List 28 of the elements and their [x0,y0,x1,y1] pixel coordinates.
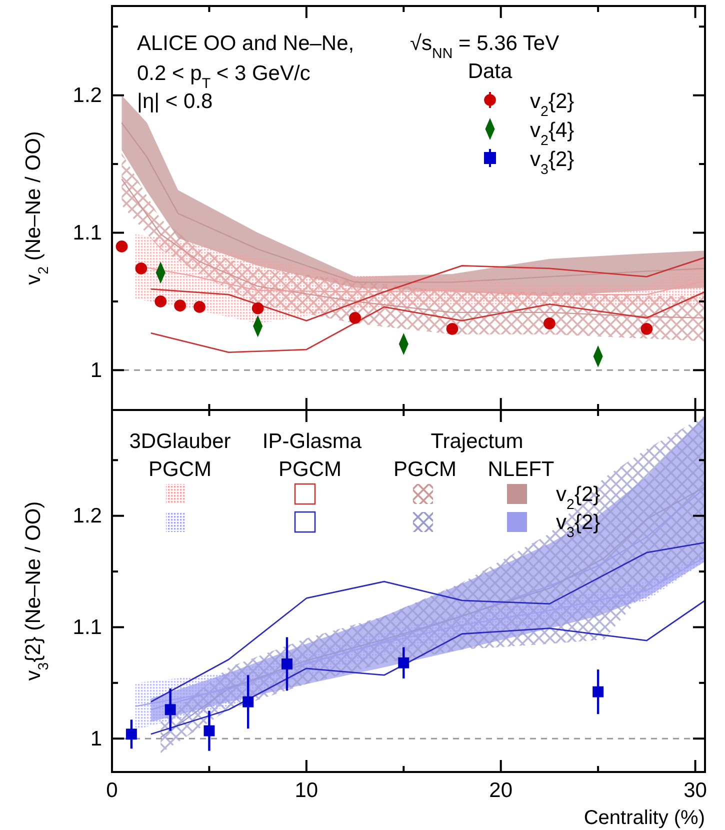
x-tick-label: 30 [684,778,707,802]
annotation: v$_{3}${2} [530,148,574,178]
y-tick-label: 1 [90,727,102,750]
y-tick-label: 1 [90,358,102,382]
annotation: 0.2 < p$_{T}$ < 3 GeV/c [137,62,310,92]
annotation: 3DGlauber [129,430,231,453]
annotation: √s$_{NN}$ = 5.36 TeV [410,32,560,62]
annotation: |η| < 0.8 [137,90,213,113]
y-tick-label: 1.2 [72,504,102,528]
x-axis-title: Centrality (%) [584,807,705,829]
y-tick-label: 1.1 [72,616,102,639]
legend-label: v$_{2}${4} [530,119,574,149]
annotation: ALICE OO and Ne–Ne, [137,32,354,55]
annotation: PGCM [148,458,212,481]
annotation: PGCM [394,458,456,481]
x-tick-label: 10 [294,778,318,802]
x-tick-label: 0 [106,778,118,802]
annotation: NLEFT [488,458,554,481]
annotation: IP-Glasma [262,430,362,453]
annotation: PGCM [278,458,342,481]
y-tick-label: 1.1 [72,221,102,244]
legend-title: Data [468,60,512,83]
annotation: v$_{2}${2} [556,483,600,513]
annotation: Trajectum [430,430,524,453]
annotation: v$_{3}${2} [556,511,600,541]
x-tick-label: 20 [489,778,513,802]
y-tick-label: 1.2 [72,84,102,108]
legend-label: v$_{2}${2} [530,90,574,120]
